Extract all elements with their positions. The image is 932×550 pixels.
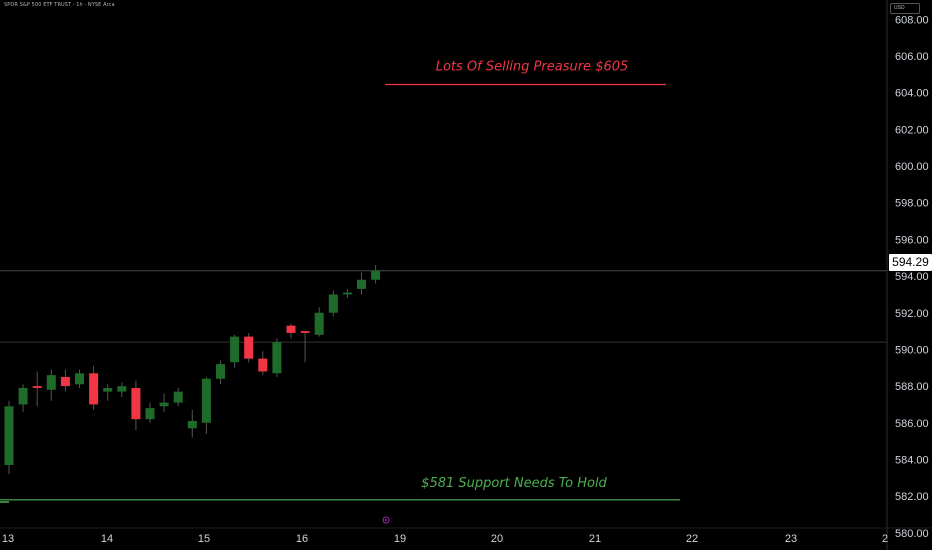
candle-body — [342, 292, 352, 295]
x-tick-label: 2 — [882, 533, 888, 545]
candle-body — [131, 387, 141, 420]
candle-body — [201, 378, 211, 423]
candle-body — [230, 336, 240, 363]
candle-body — [4, 406, 14, 465]
x-tick-label: 13 — [2, 533, 14, 545]
currency-button[interactable]: USD — [890, 3, 920, 14]
candle-body — [300, 331, 310, 333]
y-tick-label: 590.00 — [895, 344, 929, 356]
y-tick-label: 602.00 — [895, 124, 929, 136]
candle-body — [244, 336, 254, 359]
symbol-label: SPDR S&P 500 ETF TRUST · 1h · NYSE Arca — [4, 2, 115, 8]
candle-body — [371, 270, 381, 280]
x-tick-label: 23 — [785, 533, 797, 545]
candle-body — [103, 387, 113, 392]
candle-body — [173, 391, 183, 403]
x-tick-label: 14 — [101, 533, 113, 545]
y-tick-label: 606.00 — [895, 51, 929, 63]
y-tick-label: 592.00 — [895, 308, 929, 320]
candle-body — [60, 376, 70, 387]
candle-body — [159, 402, 169, 407]
y-tick-label: 600.00 — [895, 161, 929, 173]
candle-body — [187, 420, 197, 429]
y-tick-label: 586.00 — [895, 418, 929, 430]
y-tick-label: 598.00 — [895, 198, 929, 210]
resistance-label: Lots Of Selling Preasure $605 — [436, 60, 629, 75]
y-tick-label: 584.00 — [895, 454, 929, 466]
candle-body — [286, 325, 296, 333]
x-tick-label: 15 — [198, 533, 210, 545]
candle-body — [258, 358, 268, 372]
x-tick-label: 16 — [296, 533, 308, 545]
candle-body — [32, 386, 42, 388]
candle-body — [357, 279, 366, 289]
y-tick-label: 594.00 — [895, 271, 929, 283]
support-label: $581 Support Needs To Hold — [421, 476, 607, 491]
x-tick-label: 21 — [589, 533, 601, 545]
y-tick-label: 588.00 — [895, 381, 929, 393]
candle-body — [272, 342, 282, 374]
current-price-tag: 594.29 — [889, 254, 932, 271]
candle-body — [75, 373, 84, 385]
y-tick-label: 580.00 — [895, 528, 929, 540]
candle-body — [46, 375, 56, 390]
y-tick-label: 596.00 — [895, 234, 929, 246]
y-tick-label: 608.00 — [895, 14, 929, 26]
candle-body — [89, 373, 99, 405]
y-tick-label: 582.00 — [895, 491, 929, 503]
x-tick-label: 19 — [394, 533, 406, 545]
candle-body — [117, 386, 127, 392]
candle-body — [314, 312, 324, 335]
x-tick-label: 22 — [686, 533, 698, 545]
x-tick-label: 20 — [491, 533, 503, 545]
candle-body — [145, 408, 155, 420]
candle-body — [216, 364, 225, 379]
candle-body — [18, 387, 28, 405]
y-tick-label: 604.00 — [895, 88, 929, 100]
candle-body — [328, 294, 338, 313]
event-marker-dot — [385, 519, 387, 521]
event-marker-icon — [382, 516, 390, 524]
